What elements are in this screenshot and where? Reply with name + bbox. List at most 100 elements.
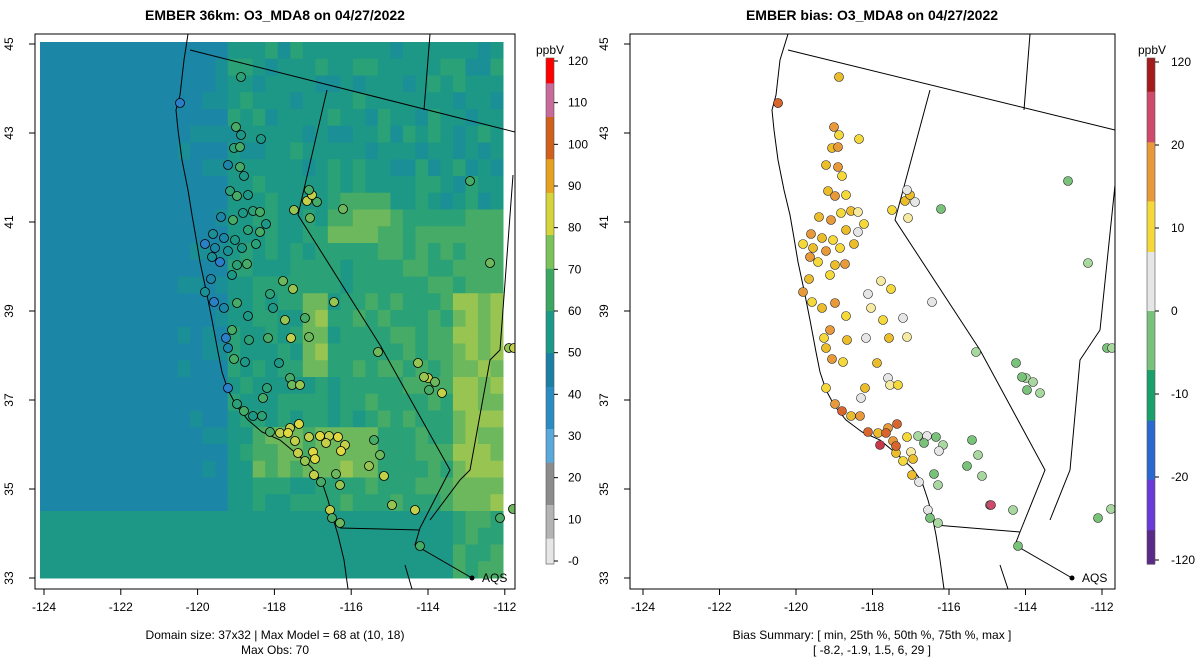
heatmap-cell bbox=[315, 511, 329, 529]
bias-marker bbox=[863, 289, 873, 299]
heatmap-cell bbox=[402, 293, 416, 311]
heatmap-cell bbox=[152, 511, 166, 529]
station-marker bbox=[244, 335, 254, 345]
bias-marker bbox=[881, 428, 891, 438]
mexico-border bbox=[934, 524, 1021, 533]
bias-marker bbox=[840, 259, 850, 269]
heatmap-cell bbox=[202, 460, 216, 478]
right-colorbar-segment bbox=[1147, 133, 1155, 143]
heatmap-cell bbox=[252, 544, 266, 562]
heatmap-cell bbox=[302, 142, 316, 160]
bias-marker bbox=[919, 438, 929, 448]
station-marker bbox=[209, 297, 219, 307]
bias-marker bbox=[866, 303, 876, 313]
heatmap-cell bbox=[477, 192, 491, 210]
heatmap-cell bbox=[102, 42, 116, 60]
heatmap-cell bbox=[390, 276, 404, 294]
heatmap-cell bbox=[102, 544, 116, 562]
heatmap-cell bbox=[415, 477, 429, 495]
heatmap-cell bbox=[165, 393, 179, 411]
heatmap-cell bbox=[340, 377, 354, 395]
left-colorbar-segment bbox=[546, 58, 554, 68]
bias-marker bbox=[853, 207, 863, 217]
bias-stations bbox=[773, 72, 1115, 551]
bias-marker bbox=[830, 260, 840, 270]
heatmap-cell bbox=[65, 109, 79, 127]
heatmap-cell bbox=[140, 494, 154, 512]
right-x-tick-label: -112 bbox=[1090, 600, 1113, 614]
heatmap-cell bbox=[227, 544, 241, 562]
heatmap-cell bbox=[427, 192, 441, 210]
left-colorbar-segment bbox=[546, 395, 554, 405]
heatmap-cell bbox=[340, 527, 354, 545]
heatmap-cell bbox=[152, 58, 166, 76]
heatmap-cell bbox=[165, 92, 179, 110]
heatmap-cell bbox=[377, 142, 391, 160]
heatmap-cell bbox=[252, 326, 266, 344]
station-marker bbox=[329, 297, 339, 307]
heatmap-cell bbox=[340, 343, 354, 361]
heatmap-cell bbox=[427, 243, 441, 261]
bias-marker bbox=[885, 380, 895, 390]
heatmap-cell bbox=[390, 427, 404, 445]
heatmap-cell bbox=[377, 276, 391, 294]
heatmap-cell bbox=[465, 109, 479, 127]
left-x-tick-label: -118 bbox=[263, 600, 286, 614]
heatmap-cell bbox=[352, 58, 366, 76]
heatmap-cell bbox=[202, 393, 216, 411]
left-y-tick-label: 33 bbox=[2, 571, 16, 585]
heatmap-cell bbox=[327, 226, 341, 244]
heatmap-cell bbox=[115, 377, 129, 395]
right-panel-title: EMBER bias: O3_MDA8 on 04/27/2022 bbox=[746, 7, 998, 23]
heatmap-cell bbox=[52, 42, 66, 60]
heatmap-cell bbox=[190, 42, 204, 60]
right-colorbar-segment bbox=[1147, 513, 1155, 523]
heatmap-cell bbox=[290, 477, 304, 495]
station-marker bbox=[243, 225, 253, 235]
heatmap-cell bbox=[165, 527, 179, 545]
heatmap-cell bbox=[365, 276, 379, 294]
left-x-tick-label: -112 bbox=[493, 600, 516, 614]
bias-marker bbox=[971, 347, 981, 357]
heatmap-cell bbox=[77, 226, 91, 244]
bias-marker bbox=[837, 171, 847, 181]
heatmap-cell bbox=[327, 259, 341, 277]
station-marker bbox=[364, 461, 374, 471]
heatmap-cell bbox=[465, 226, 479, 244]
heatmap-cell bbox=[77, 42, 91, 60]
bias-marker bbox=[891, 441, 901, 451]
heatmap-cell bbox=[202, 75, 216, 93]
left-y-tick-label: 39 bbox=[2, 304, 16, 318]
heatmap-cell bbox=[440, 427, 454, 445]
heatmap-cell bbox=[40, 125, 54, 143]
heatmap-cell bbox=[127, 511, 141, 529]
left-colorbar-segment bbox=[546, 361, 554, 371]
left-colorbar-segment bbox=[546, 226, 554, 236]
station-marker bbox=[419, 372, 429, 382]
heatmap-cell bbox=[315, 343, 329, 361]
heatmap-cell bbox=[140, 343, 154, 361]
heatmap-cell bbox=[427, 460, 441, 478]
heatmap-cell bbox=[115, 427, 129, 445]
station-marker bbox=[236, 130, 246, 140]
heatmap-cell bbox=[315, 226, 329, 244]
left-colorbar-segment bbox=[546, 201, 554, 211]
heatmap-cell bbox=[40, 75, 54, 93]
heatmap-cell bbox=[40, 561, 54, 579]
heatmap-cell bbox=[465, 159, 479, 177]
heatmap-cell bbox=[277, 42, 291, 60]
heatmap-cell bbox=[427, 209, 441, 227]
heatmap-cell bbox=[240, 377, 254, 395]
heatmap-cell bbox=[202, 343, 216, 361]
heatmap-cell bbox=[477, 75, 491, 93]
heatmap-cell bbox=[77, 360, 91, 378]
heatmap-cell bbox=[140, 209, 154, 227]
heatmap-cell bbox=[152, 477, 166, 495]
heatmap-cell bbox=[302, 58, 316, 76]
heatmap-cell bbox=[102, 460, 116, 478]
heatmap-cell bbox=[365, 326, 379, 344]
heatmap-cell bbox=[490, 444, 504, 462]
heatmap-cell bbox=[302, 293, 316, 311]
heatmap-cell bbox=[52, 58, 66, 76]
heatmap-cell bbox=[290, 310, 304, 328]
